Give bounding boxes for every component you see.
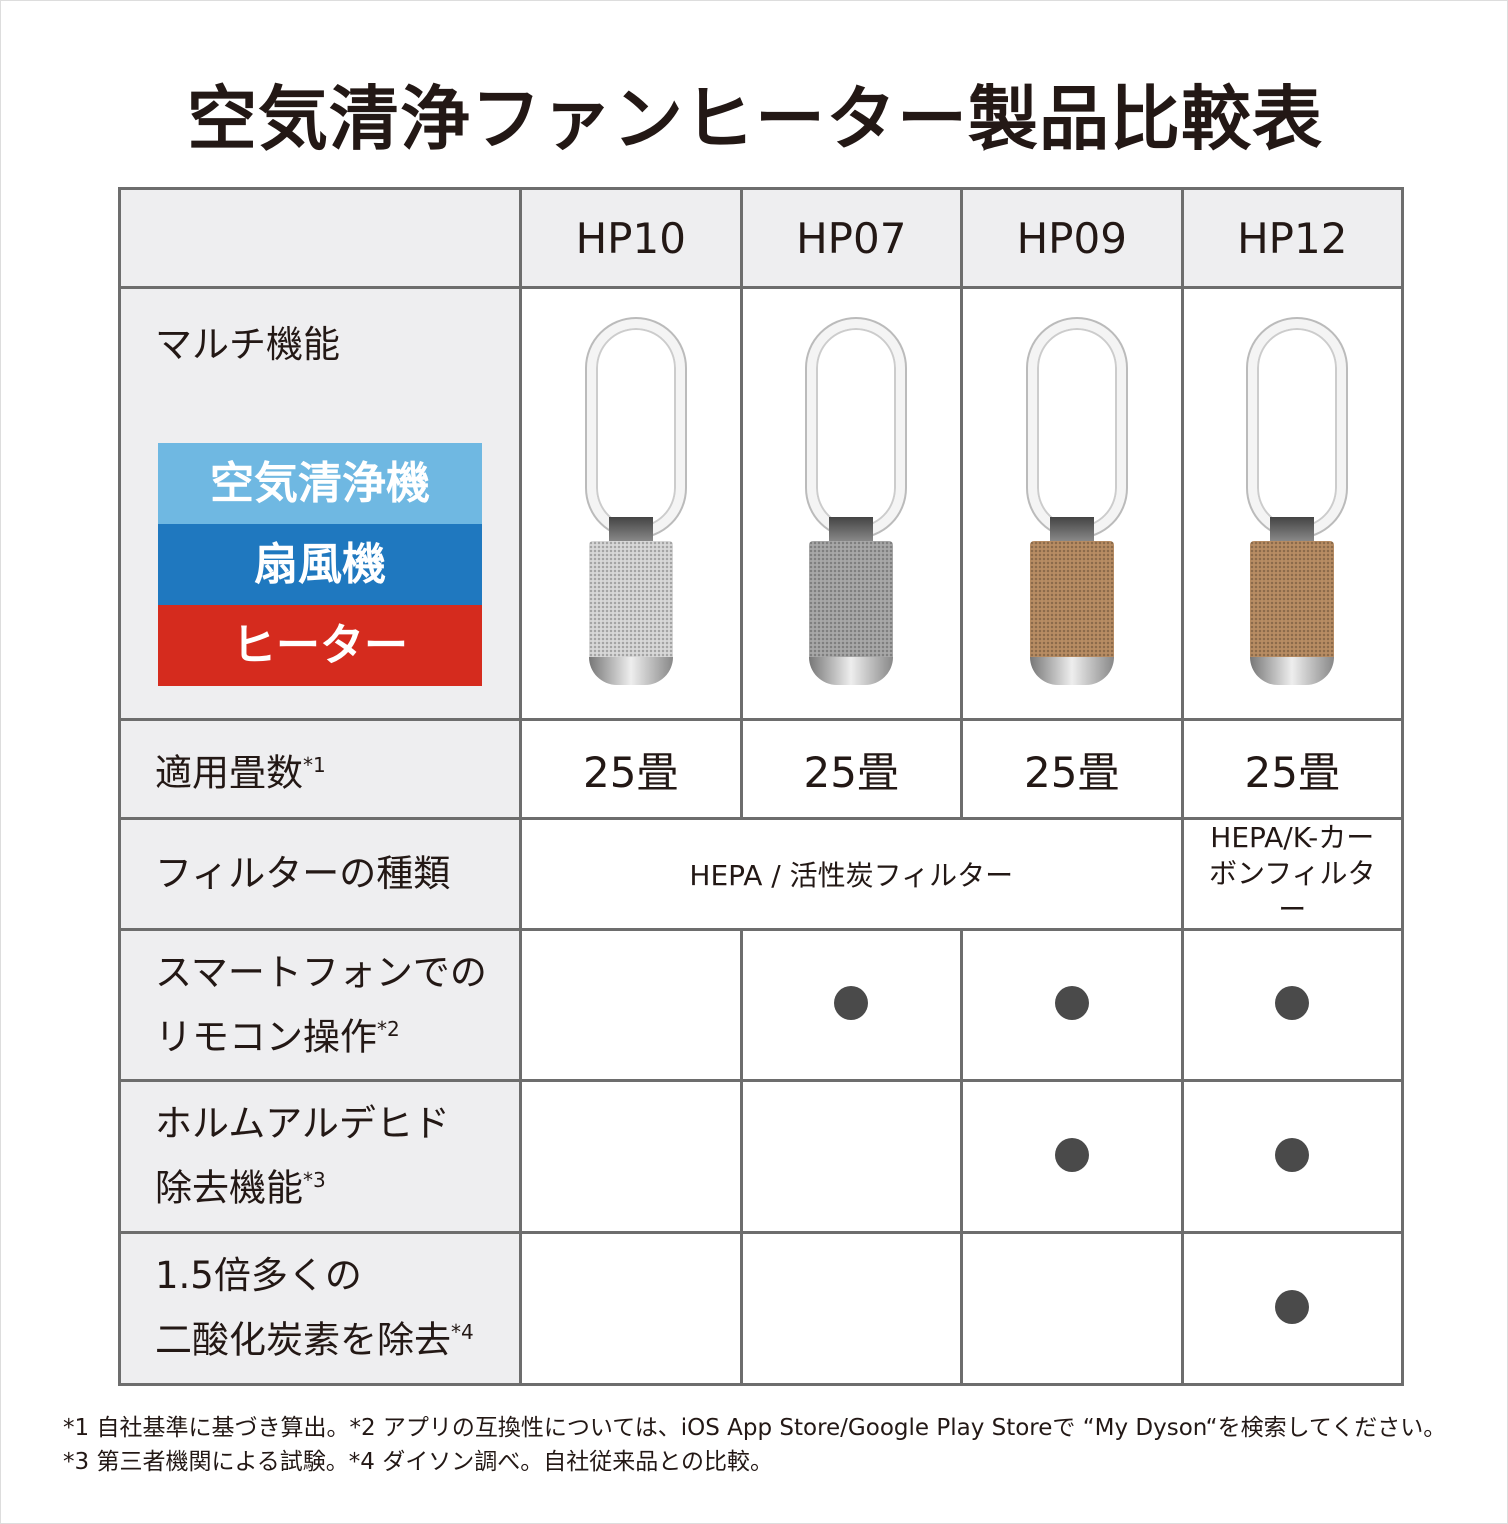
row-label-co2: 1.5倍多くの 二酸化炭素を除去*4 [118,1231,522,1386]
row-label-formaldehyde: ホルムアルデヒド 除去機能*3 [118,1079,522,1234]
product-image-hp09 [960,286,1184,721]
footnote-line: *1 自社基準に基づき算出。*2 アプリの互換性については、iOS App St… [63,1415,1447,1441]
supported-dot-icon [1054,1137,1089,1172]
footnotes: *1 自社基準に基づき算出。*2 アプリの互換性については、iOS App St… [63,1411,1446,1479]
model-header: HP07 [739,187,963,289]
multi-label: マルチ機能 [155,323,340,366]
fan-heater-image [1022,318,1126,689]
area-value: 25畳 [960,718,1184,820]
feature-cell [519,1079,743,1234]
header-blank [118,187,522,289]
model-header: HP09 [960,187,1184,289]
row-label-multi: マルチ機能 空気清浄機 扇風機 ヒーター [118,286,522,721]
supported-dot-icon [1275,1137,1310,1172]
feature-cell [960,928,1184,1082]
model-header: HP10 [519,187,743,289]
comparison-table: HP10 HP07 HP09 HP12 マルチ機能 空気清浄機 扇風機 ヒーター… [118,187,1404,1386]
feature-cell [1180,1231,1404,1386]
row-label-smart: スマートフォンでの リモコン操作*2 [118,928,522,1082]
footnote-line: *3 第三者機関による試験。*4 ダイソン調べ。自社従来品との比較。 [63,1449,773,1475]
row-label-area: 適用畳数*1 [118,718,522,820]
area-value: 25畳 [739,718,963,820]
function-badge: 空気清浄機 扇風機 ヒーター [158,443,482,686]
supported-dot-icon [1054,986,1089,1020]
fan-heater-image [581,318,685,689]
feature-cell [960,1231,1184,1386]
fan-heater-image [1242,318,1347,689]
supported-dot-icon [1275,986,1310,1020]
badge-heater: ヒーター [158,605,482,686]
feature-cell [519,928,743,1082]
product-image-hp07 [739,286,963,721]
area-value: 25畳 [1180,718,1404,820]
product-image-hp12 [1180,286,1404,721]
feature-cell [960,1079,1184,1234]
filter-value-hp12: HEPA/K-カーボンフィルター [1180,817,1404,931]
area-value: 25畳 [519,718,743,820]
badge-fan: 扇風機 [158,524,482,605]
supported-dot-icon [834,986,869,1020]
feature-cell [739,1231,963,1386]
badge-air-purifier: 空気清浄機 [158,443,482,524]
product-image-hp10 [519,286,743,721]
fan-heater-image [801,318,906,689]
filter-value: HEPA / 活性炭フィルター [519,817,1184,931]
feature-cell [1180,928,1404,1082]
feature-cell [739,928,963,1082]
row-label-filter: フィルターの種類 [118,817,522,931]
model-header: HP12 [1180,187,1404,289]
feature-cell [739,1079,963,1234]
feature-cell [1180,1079,1404,1234]
supported-dot-icon [1275,1289,1310,1324]
feature-cell [519,1231,743,1386]
page-title: 空気清浄ファンヒーター製品比較表 [187,78,1323,160]
